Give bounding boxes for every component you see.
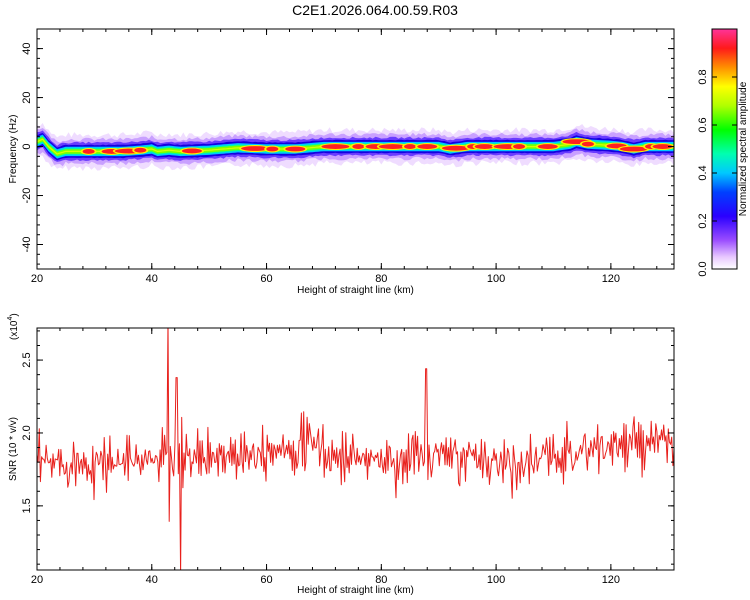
ridge-peak	[404, 144, 417, 149]
snr-series-path	[37, 328, 674, 570]
y-tick-label: 0	[21, 143, 33, 149]
spectrogram-xlabel: Height of straight line (km)	[297, 285, 414, 296]
colorbar-tick-label: 0.8	[697, 69, 709, 84]
ridge-peak	[652, 144, 673, 149]
x-tick-label: 20	[31, 273, 43, 285]
x-tick-label: 100	[487, 574, 505, 586]
colorbar-gradient	[711, 28, 738, 270]
y-tick-label: -20	[21, 188, 33, 204]
colorbar-tick-label: 0.4	[697, 165, 709, 180]
ridge-peak	[134, 147, 147, 153]
y-tick-label: 20	[21, 91, 33, 103]
colorbar-ticks: 0.0 0.2 0.4 0.6 0.8	[697, 69, 737, 277]
ridge-peak	[266, 146, 279, 152]
ridge-peak	[619, 146, 648, 152]
x-tick-label: 60	[260, 574, 272, 586]
snr-y-ticks: 1.5 2.0 2.5	[21, 330, 674, 565]
ridge-peak	[241, 146, 270, 151]
x-tick-label: 80	[375, 273, 387, 285]
spectrogram-frame	[36, 28, 675, 270]
spectrogram-x-ticks: 20 40 60 80 100 120	[31, 29, 658, 285]
colorbar-tick-label: 0.6	[697, 117, 709, 132]
colorbar-tick-label: 0.0	[697, 261, 709, 276]
x-tick-label: 120	[602, 273, 620, 285]
ridge-peak	[82, 149, 95, 154]
x-tick-label: 100	[487, 273, 505, 285]
x-tick-label: 60	[260, 273, 272, 285]
ridge-peak	[352, 144, 365, 149]
snr-ylabel: SNR (10 * v/v)	[8, 417, 19, 481]
spectrogram-y-ticks: -40 -20 0 20 40	[21, 28, 674, 265]
ridge-peak	[581, 141, 594, 147]
page-title: C2E1.2026.064.00.59.R03	[292, 2, 458, 18]
ridge-peak	[378, 144, 407, 149]
snr-frame	[36, 327, 675, 571]
x-tick-label: 40	[146, 574, 158, 586]
ridge-peak	[321, 144, 350, 149]
snr-xlabel: Height of straight line (km)	[297, 585, 414, 596]
x-tick-label: 20	[31, 574, 43, 586]
snr-series-line	[37, 328, 674, 570]
y-tick-label: 40	[21, 42, 33, 54]
spectrogram-ylabel: Frequency (Hz)	[8, 115, 19, 184]
y-tick-label: 1.5	[21, 498, 33, 513]
y-tick-label: 2.0	[21, 425, 33, 440]
ridge-peak	[537, 144, 558, 149]
x-tick-label: 120	[602, 574, 620, 586]
x-tick-label: 80	[375, 574, 387, 586]
y-tick-label: -40	[21, 237, 33, 253]
x-tick-label: 40	[146, 273, 158, 285]
snr-panel: 20 40 60 80 100 120 1.5 2.0 2.5 Height of strai…	[7, 313, 675, 596]
spectrogram-ridge	[37, 123, 674, 171]
ridge-peak	[417, 144, 438, 149]
ridge-peak	[441, 145, 470, 151]
snr-multiplier: (x104)	[7, 313, 20, 340]
ridge-peak	[474, 144, 495, 149]
colorbar: 0.0 0.2 0.4 0.6 0.8 Normalized spectral ampl…	[697, 28, 749, 277]
y-tick-label: 2.5	[21, 352, 33, 367]
snr-x-ticks: 20 40 60 80 100 120	[31, 328, 658, 586]
svg-text:(x104): (x104)	[7, 313, 20, 340]
ridge-peak	[285, 146, 306, 152]
spectrogram-panel: 20 40 60 80 100 120 -40 -20 0 20 40 Height of str…	[8, 28, 675, 296]
ridge-peak	[181, 148, 202, 154]
colorbar-tick-label: 0.2	[697, 213, 709, 228]
colorbar-label: Normalized spectral amplitude	[738, 81, 749, 216]
ridge-peak	[513, 144, 526, 149]
